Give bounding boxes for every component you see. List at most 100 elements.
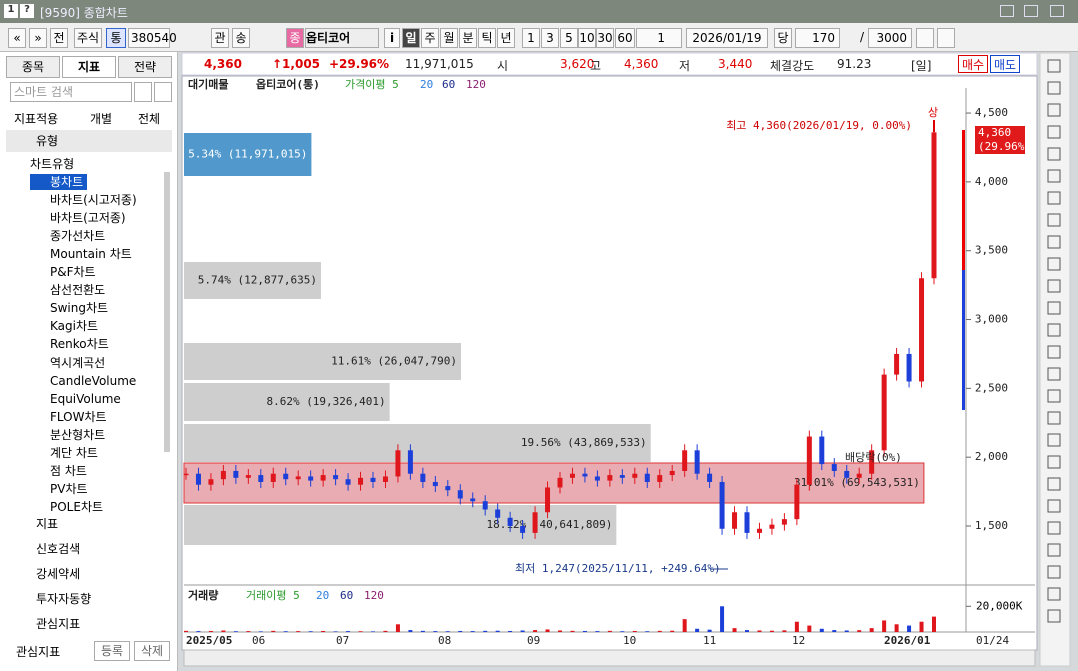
chart-type-item[interactable]: Swing차트 xyxy=(50,301,109,316)
tool-icon[interactable] xyxy=(1047,213,1061,227)
sidebar-section[interactable]: 강세약세 xyxy=(36,567,81,581)
toolbar-button[interactable]: 주식 xyxy=(74,28,102,48)
search-button[interactable] xyxy=(134,82,152,102)
toolbar-button[interactable]: 송 xyxy=(232,28,250,48)
tool-icon[interactable] xyxy=(1047,147,1061,161)
chart-type-item[interactable]: 점 차트 xyxy=(50,463,87,478)
search-button[interactable] xyxy=(154,82,172,102)
tool-icon[interactable] xyxy=(1047,257,1061,271)
tool-icon[interactable] xyxy=(1047,81,1061,95)
toolbar-button[interactable]: 170 xyxy=(795,28,840,48)
tool-icon[interactable] xyxy=(1047,499,1061,513)
toolbar-button[interactable]: 1 xyxy=(636,28,682,48)
toolbar-button[interactable]: 주 xyxy=(421,28,439,48)
toolbar-button[interactable]: 1 xyxy=(522,28,540,48)
toolbar-button[interactable]: 당 xyxy=(774,28,792,48)
window-icon[interactable]: ? xyxy=(20,4,34,18)
apply-radio[interactable]: 전체 xyxy=(138,112,161,126)
toolbar-icon[interactable] xyxy=(937,28,955,48)
toolbar-button[interactable]: 일 xyxy=(402,28,420,48)
tool-icon[interactable] xyxy=(1047,125,1061,139)
toolbar-button[interactable]: 년 xyxy=(497,28,515,48)
buy-button[interactable]: 매수 xyxy=(958,55,988,73)
tool-icon[interactable] xyxy=(1047,235,1061,249)
tool-icon[interactable] xyxy=(1047,59,1061,73)
footer-button[interactable]: 삭제 xyxy=(134,641,170,661)
chart-type-item[interactable]: 종가선차트 xyxy=(50,229,106,244)
toolbar-button[interactable]: 전 xyxy=(50,28,68,48)
toolbar-button[interactable]: » xyxy=(29,28,47,48)
toolbar-button[interactable]: i xyxy=(384,28,400,48)
toolbar-button[interactable]: 관 xyxy=(211,28,229,48)
toolbar-button[interactable]: 옵티코어 xyxy=(305,28,379,48)
toolbar-button[interactable]: 분 xyxy=(459,28,477,48)
toolbar-button[interactable]: 2026/01/19 xyxy=(686,28,768,48)
tool-icon[interactable] xyxy=(1047,565,1061,579)
quote-high-label: 고 xyxy=(590,59,602,73)
chart-type-item[interactable]: 바차트(시고저종) xyxy=(50,193,137,208)
chart-type-item[interactable]: POLE차트 xyxy=(50,499,104,514)
tool-icon[interactable] xyxy=(1047,191,1061,205)
chart-type-item[interactable]: FLOW차트 xyxy=(50,409,107,424)
sidebar-section[interactable]: 신호검색 xyxy=(36,542,81,556)
tool-icon[interactable] xyxy=(1047,323,1061,337)
chart-type-item[interactable]: P&F차트 xyxy=(50,265,96,280)
tool-icon[interactable] xyxy=(1047,389,1061,403)
toolbar-button[interactable]: 5 xyxy=(560,28,578,48)
chart-type-item[interactable]: Kagi차트 xyxy=(50,319,99,334)
toolbar-button[interactable]: 틱 xyxy=(478,28,496,48)
window-control[interactable] xyxy=(1000,5,1014,17)
sidebar-tab[interactable]: 전략 xyxy=(118,56,172,78)
chart-type-item[interactable]: 분산형차트 xyxy=(50,427,106,442)
sidebar-section[interactable]: 투자자동향 xyxy=(36,592,92,606)
tool-icon[interactable] xyxy=(1047,301,1061,315)
apply-radio[interactable]: 개별 xyxy=(90,112,113,126)
tool-icon[interactable] xyxy=(1047,477,1061,491)
toolbar-button[interactable]: 종 xyxy=(286,28,304,48)
toolbar-button[interactable]: 380540 xyxy=(128,28,177,48)
toolbar-button[interactable]: 60 xyxy=(615,28,635,48)
sidebar-section[interactable]: 지표 xyxy=(36,517,59,531)
tool-icon[interactable] xyxy=(1047,279,1061,293)
chart-type-item[interactable]: Mountain 차트 xyxy=(50,247,132,262)
chart-type-item[interactable]: 역시계곡선 xyxy=(50,355,106,370)
tool-icon[interactable] xyxy=(1047,609,1061,623)
tool-icon[interactable] xyxy=(1047,103,1061,117)
tool-icon[interactable] xyxy=(1047,433,1061,447)
search-input[interactable]: 스마트 검색 xyxy=(10,82,132,102)
window-control[interactable] xyxy=(1024,5,1038,17)
sidebar-tab[interactable]: 종목 xyxy=(6,56,60,78)
chart-type-item[interactable]: 바차트(고저종) xyxy=(50,211,126,226)
toolbar-button[interactable]: 3000 xyxy=(868,28,912,48)
tool-icon[interactable] xyxy=(1047,411,1061,425)
tool-icon[interactable] xyxy=(1047,367,1061,381)
window-control[interactable] xyxy=(1050,5,1064,17)
toolbar-button[interactable]: 3 xyxy=(541,28,559,48)
sidebar-tab[interactable]: 지표 xyxy=(62,56,116,78)
toolbar-icon[interactable] xyxy=(916,28,934,48)
chart-type-item[interactable]: CandleVolume xyxy=(50,373,137,388)
tool-icon[interactable] xyxy=(1047,521,1061,535)
toolbar-button[interactable]: 10 xyxy=(578,28,596,48)
tool-icon[interactable] xyxy=(1047,455,1061,469)
sell-button[interactable]: 매도 xyxy=(990,55,1020,73)
chart-type-item[interactable]: Renko차트 xyxy=(50,337,109,352)
chart-type-item[interactable]: PV차트 xyxy=(50,481,88,496)
sidebar-section[interactable]: 관심지표 xyxy=(36,617,81,631)
toolbar-button[interactable]: 월 xyxy=(440,28,458,48)
tool-icon[interactable] xyxy=(1047,543,1061,557)
footer-button[interactable]: 등록 xyxy=(94,641,130,661)
chart-type-item[interactable]: 봉차트 xyxy=(30,174,88,190)
toolbar-button[interactable]: 30 xyxy=(596,28,614,48)
window-icon[interactable]: 1 xyxy=(4,4,18,18)
chart-type-item[interactable]: 삼선전환도 xyxy=(50,283,106,298)
tool-icon[interactable] xyxy=(1047,169,1061,183)
chart-type-item[interactable]: EquiVolume xyxy=(50,391,121,406)
type-header[interactable]: 유형 xyxy=(6,130,172,152)
limit-up-mark: 상 xyxy=(928,106,938,119)
chart-type-item[interactable]: 계단 차트 xyxy=(50,445,98,460)
tool-icon[interactable] xyxy=(1047,345,1061,359)
tool-icon[interactable] xyxy=(1047,587,1061,601)
toolbar-button[interactable]: « xyxy=(8,28,26,48)
toolbar-button[interactable]: 통 xyxy=(106,28,126,48)
